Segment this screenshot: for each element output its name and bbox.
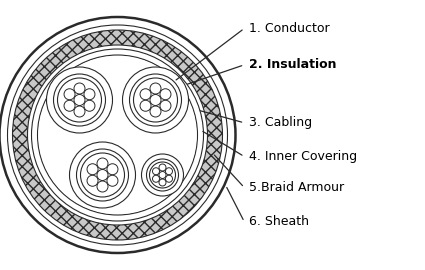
Circle shape [147, 159, 178, 191]
Circle shape [74, 94, 85, 106]
Circle shape [8, 25, 227, 245]
Circle shape [28, 45, 207, 225]
Text: 6. Sheath: 6. Sheath [249, 215, 309, 228]
Circle shape [0, 17, 235, 253]
Circle shape [39, 56, 196, 214]
Circle shape [64, 100, 75, 111]
Circle shape [12, 30, 223, 240]
Circle shape [46, 67, 113, 133]
Text: 5.Braid Armour: 5.Braid Armour [249, 181, 344, 194]
Text: 3. Cabling: 3. Cabling [249, 116, 312, 129]
Circle shape [140, 89, 151, 100]
Circle shape [153, 168, 159, 175]
Circle shape [142, 154, 184, 196]
Circle shape [74, 83, 85, 94]
Circle shape [160, 89, 171, 100]
Circle shape [54, 74, 105, 126]
Circle shape [150, 94, 161, 106]
Circle shape [74, 106, 85, 117]
Circle shape [87, 175, 98, 186]
Circle shape [97, 158, 108, 169]
Circle shape [150, 162, 176, 188]
Circle shape [150, 106, 161, 117]
Circle shape [153, 175, 159, 182]
Circle shape [84, 89, 95, 100]
Circle shape [159, 164, 166, 171]
Circle shape [140, 100, 151, 111]
Circle shape [64, 89, 75, 100]
Circle shape [80, 153, 125, 197]
Text: 1. Conductor: 1. Conductor [249, 22, 329, 35]
Circle shape [97, 170, 108, 181]
Circle shape [107, 175, 118, 186]
Circle shape [87, 164, 98, 175]
Circle shape [84, 100, 95, 111]
Circle shape [70, 142, 136, 208]
Circle shape [122, 67, 189, 133]
Circle shape [57, 78, 102, 122]
Circle shape [165, 175, 173, 182]
Circle shape [160, 100, 171, 111]
Circle shape [97, 181, 108, 192]
Circle shape [159, 179, 166, 186]
Circle shape [130, 74, 181, 126]
Circle shape [159, 171, 166, 178]
Circle shape [31, 49, 204, 221]
Circle shape [76, 149, 128, 201]
Text: 4. Inner Covering: 4. Inner Covering [249, 150, 357, 163]
Circle shape [165, 168, 173, 175]
Circle shape [133, 78, 178, 122]
Circle shape [37, 55, 198, 215]
Text: 2. Insulation: 2. Insulation [249, 58, 336, 71]
Circle shape [107, 164, 118, 175]
Circle shape [150, 83, 161, 94]
